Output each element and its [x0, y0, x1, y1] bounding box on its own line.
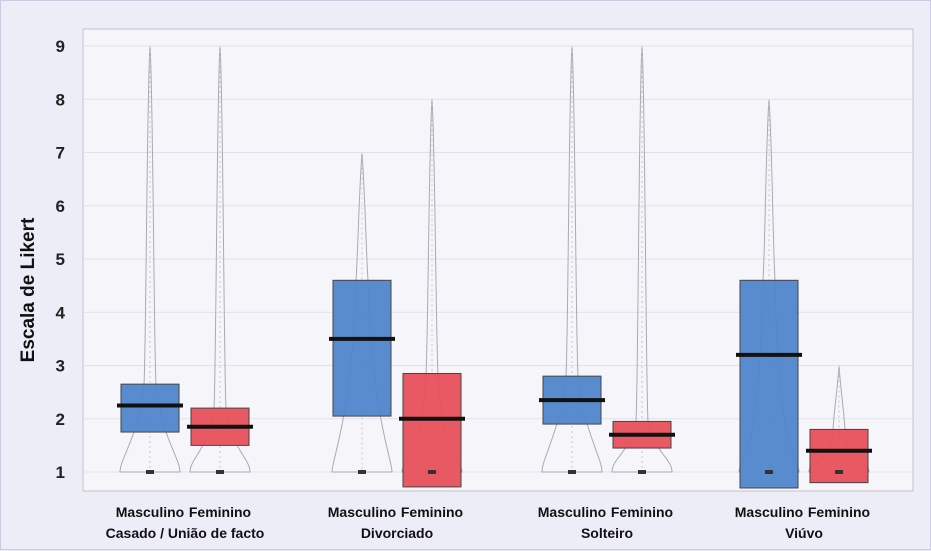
box-masculino [739, 279, 799, 489]
y-tick-label: 1 [56, 463, 65, 482]
min-marker [146, 470, 154, 474]
y-tick-label: 7 [56, 144, 65, 163]
min-marker [765, 470, 773, 474]
x-group-label: Divorciado [361, 525, 433, 541]
y-tick-label: 3 [56, 357, 65, 376]
y-tick-label: 2 [56, 410, 65, 429]
y-axis-title: Escala de Likert [18, 217, 39, 362]
x-sub-label: Feminino [611, 504, 673, 520]
x-sub-label: Feminino [401, 504, 463, 520]
x-sub-label: Masculino [116, 504, 184, 520]
min-marker [216, 470, 224, 474]
min-marker [358, 470, 366, 474]
min-marker [428, 470, 436, 474]
y-tick-label: 9 [56, 37, 65, 56]
y-tick-label: 4 [56, 303, 66, 322]
x-sub-label: Masculino [328, 504, 396, 520]
y-tick-label: 8 [56, 90, 65, 109]
box-feminino [809, 428, 869, 484]
box-feminino [402, 372, 462, 488]
boxes [117, 279, 872, 489]
x-group-label: Solteiro [581, 525, 633, 541]
x-sub-label: Masculino [735, 504, 803, 520]
min-marker [568, 470, 576, 474]
box-masculino [120, 383, 180, 433]
x-sub-label: Feminino [189, 504, 251, 520]
x-category-labels: Masculino Feminino Casado / União de facto… [106, 504, 870, 541]
min-marker [835, 470, 843, 474]
y-tick-label: 6 [56, 197, 65, 216]
x-sub-label: Masculino [538, 504, 606, 520]
y-tick-label: 5 [56, 250, 65, 269]
y-tick-labels: 1 2 3 4 5 6 7 8 9 [56, 37, 66, 482]
box-masculino [332, 279, 392, 417]
x-group-label: Casado / União de facto [106, 525, 265, 541]
x-group-label: Viúvo [785, 525, 823, 541]
x-sub-label: Feminino [808, 504, 870, 520]
min-marker [638, 470, 646, 474]
